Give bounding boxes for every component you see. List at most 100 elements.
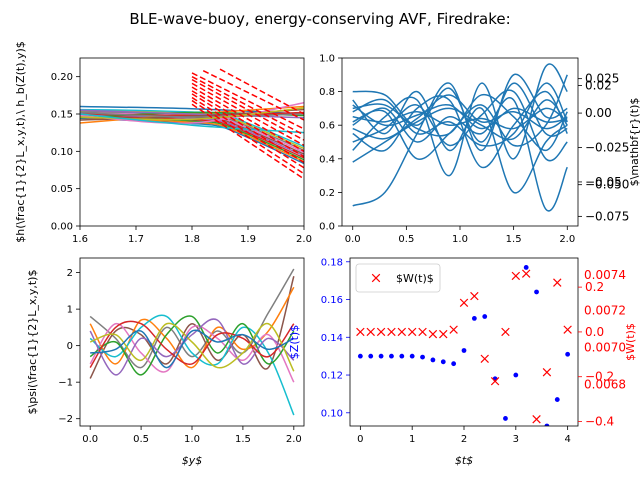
outer-right-tick-label: 0.0070 — [584, 341, 626, 355]
x-tick-label: 1.7 — [128, 234, 144, 245]
legend-box — [355, 263, 441, 293]
z-point — [523, 265, 529, 270]
x-tick-label: 0.0 — [345, 234, 361, 245]
plot-bottom-left: 0.0 0.5 1.0 1.5 2.0 −2 −1 0 1 2 $y$ $\psi(\frac{1}{… — [26, 257, 305, 467]
w-point — [511, 271, 521, 281]
x-tick-label: 1.8 — [184, 234, 200, 245]
plot-area — [352, 63, 568, 212]
y-tick-label: 2 — [67, 268, 73, 279]
axes-frame — [349, 257, 579, 427]
y-tick-label: −1 — [58, 378, 73, 389]
plot-area — [356, 265, 572, 426]
plot-bottom-right: 0 1 2 3 4 0.10 0.12 0.14 0.16 0.18 0.2 0.0 −0.2 −0.4 0… — [288, 257, 637, 467]
series-line — [89, 320, 295, 368]
w-point — [418, 327, 427, 337]
right-tick-label: −0.075 — [585, 209, 629, 223]
axes-frame — [79, 257, 305, 427]
w-point — [532, 415, 541, 424]
z-point — [368, 353, 374, 359]
z-point — [471, 316, 477, 321]
w-point — [490, 376, 500, 386]
x-tick-label: 1.9 — [240, 234, 256, 245]
x-tick-label: 2.0 — [296, 234, 312, 245]
left-axis-label: $Z(t)$ — [288, 325, 301, 359]
bottom-profile-line — [191, 93, 304, 164]
x-tick-label: 1.0 — [452, 234, 468, 245]
x-tick-label: 3 — [513, 434, 519, 445]
bottom-profile-line — [191, 78, 304, 141]
legend-marker — [371, 273, 381, 283]
right-tick-label: 0.0 — [585, 325, 604, 339]
right-axis-label: $\mathbf{r}(t)$ — [628, 98, 640, 187]
x-tick-label: 1.5 — [506, 234, 522, 245]
w-point — [449, 325, 458, 334]
z-point — [357, 353, 363, 359]
w-point — [366, 327, 375, 337]
z-point — [513, 372, 519, 378]
y-tick-label: 0.2 — [319, 188, 335, 199]
series-line — [352, 94, 568, 140]
y-tick-label: 0.20 — [51, 72, 73, 83]
w-point — [397, 327, 407, 337]
right-tick-label: −0.050 — [585, 178, 629, 192]
z-point — [440, 359, 446, 365]
bottom-profile-line — [191, 86, 304, 152]
bottom-profile-line — [191, 76, 304, 136]
w-point — [470, 291, 479, 301]
x-tick-label: 4 — [564, 434, 570, 445]
z-point — [389, 353, 394, 359]
right-tick-label: 0.02 — [585, 79, 612, 93]
x-tick-label: 2.0 — [286, 434, 302, 445]
w-point — [459, 298, 469, 308]
y-tick-label: 0.14 — [321, 333, 343, 344]
figure-title: BLE-wave-buoy, energy-conserving AVF, Fi… — [129, 10, 510, 28]
outer-right-tick-label: 0.0068 — [584, 378, 626, 392]
z-point — [565, 351, 571, 357]
legend-label: $W(t)$ — [396, 272, 434, 285]
y-axis-label: $h(\frac{1}{2}L_x,y,t),\ h_b(Z(t),y)$ — [14, 41, 27, 243]
z-point — [482, 314, 488, 319]
x-axis-label: $t$ — [455, 454, 473, 467]
series-line — [352, 107, 568, 130]
series-line — [352, 63, 568, 177]
y-tick-label: 0.18 — [321, 257, 343, 268]
right-tick-label: 0.025 — [585, 72, 619, 86]
series-line — [352, 82, 568, 147]
w-point — [480, 354, 489, 364]
z-point — [461, 348, 467, 353]
right-axis-label: $W(t)$ — [624, 323, 637, 361]
series-line — [80, 109, 304, 119]
series-line — [80, 111, 304, 118]
bottom-profile-line — [219, 68, 304, 115]
series-line — [352, 90, 568, 168]
z-point — [503, 416, 508, 421]
y-tick-label: 1.0 — [319, 54, 335, 65]
plot-area — [89, 268, 295, 416]
bottom-profile-line — [191, 82, 304, 147]
x-tick-label: 2.0 — [559, 234, 575, 245]
legend: $W(t)$ — [355, 263, 441, 293]
y-tick-label: 0.6 — [319, 121, 335, 132]
series-line — [352, 93, 568, 152]
bottom-profile-line — [202, 70, 304, 121]
w-point — [563, 325, 572, 334]
x-tick-label: 1.0 — [184, 434, 200, 445]
x-tick-label: 0.0 — [82, 434, 98, 445]
x-tick-label: 0 — [357, 434, 363, 445]
y-tick-label: 0.10 — [51, 147, 73, 158]
z-point — [554, 397, 560, 402]
right-tick-label: −0.025 — [585, 141, 629, 155]
bottom-profile-line — [191, 90, 304, 158]
z-point — [544, 423, 550, 426]
w-point — [356, 327, 365, 337]
series-line — [80, 107, 304, 121]
w-point — [521, 269, 531, 278]
outer-right-tick-label: 0.0072 — [584, 304, 626, 318]
x-tick-label: 1.5 — [235, 434, 251, 445]
w-point — [501, 327, 510, 337]
y-axis-label: $\psi(\frac{1}{2}L_x,y,t)$ — [26, 270, 39, 415]
series-line — [352, 103, 568, 130]
w-point — [376, 327, 386, 337]
plot-top-right: 0.0 0.5 1.0 1.5 2.00.00.20.40.60.81.00.0250.… — [319, 54, 640, 246]
